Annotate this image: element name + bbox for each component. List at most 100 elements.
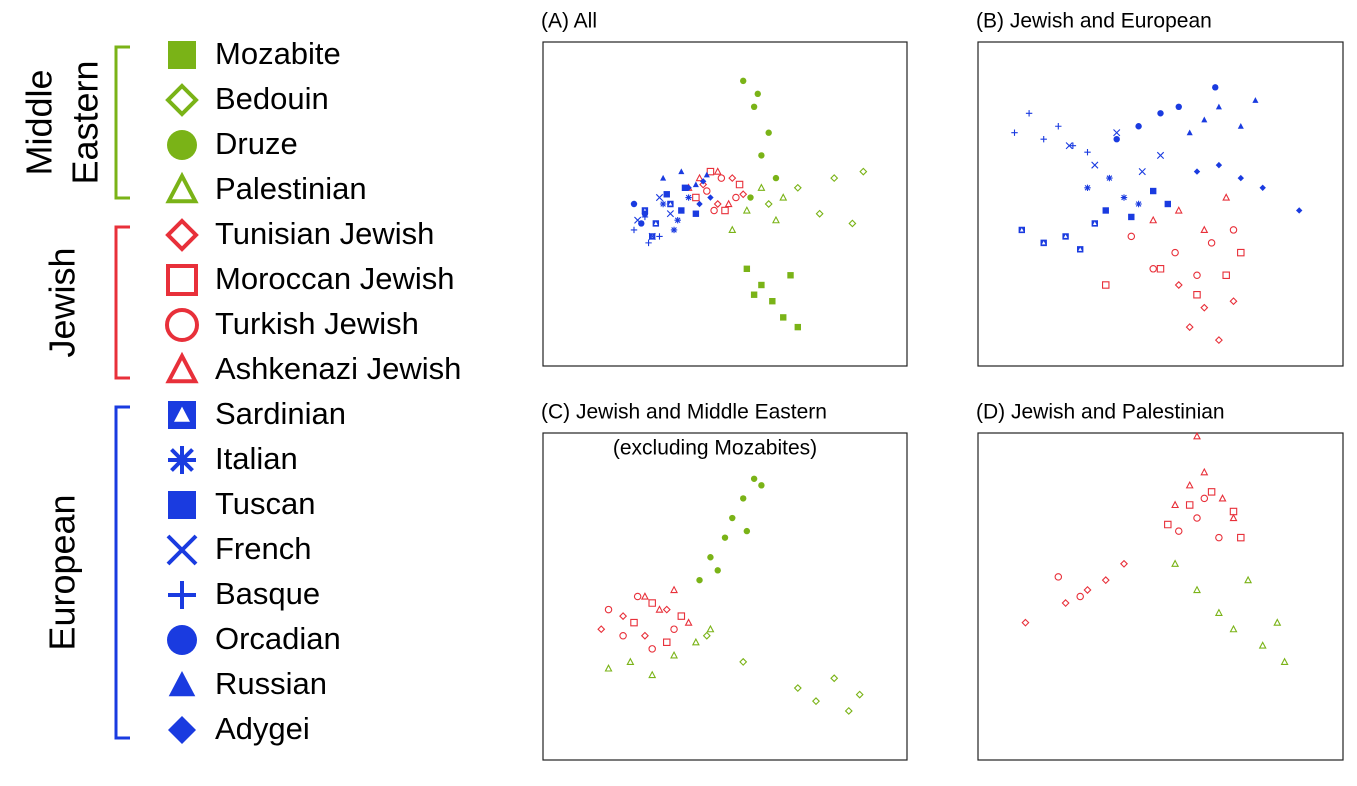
legend-marker: [168, 671, 196, 697]
point: [1101, 576, 1110, 585]
point: [1157, 110, 1164, 117]
point: [655, 193, 664, 202]
point: [1135, 123, 1142, 130]
point: [1091, 161, 1099, 169]
point: [772, 174, 780, 182]
point: [692, 181, 699, 188]
point: [758, 152, 765, 159]
point: [739, 657, 748, 666]
point: [772, 215, 780, 224]
legend-marker: [168, 401, 196, 429]
point: [1113, 129, 1121, 137]
point: [695, 173, 704, 182]
point: [707, 554, 714, 561]
point: [1055, 123, 1062, 130]
point: [1171, 500, 1180, 509]
legend-marker: [166, 534, 198, 566]
point: [1040, 135, 1047, 143]
legend-label: Turkish Jewish: [215, 306, 419, 341]
legend-marker: [165, 83, 199, 117]
legend-marker: [165, 308, 200, 342]
plot-frame: [977, 41, 1344, 367]
point: [1200, 494, 1209, 503]
legend-marker: [167, 625, 197, 655]
point: [713, 167, 722, 175]
legend-marker: [167, 130, 197, 160]
point: [729, 514, 736, 522]
point: [1171, 248, 1179, 257]
point: [652, 220, 660, 227]
point: [663, 191, 670, 198]
point: [1193, 514, 1201, 522]
point: [674, 216, 681, 224]
point: [1201, 116, 1208, 123]
point: [735, 180, 744, 189]
group-bracket: [114, 225, 130, 380]
point: [692, 210, 700, 217]
legend-marker: [168, 446, 196, 474]
point: [626, 657, 635, 666]
point: [633, 592, 642, 601]
point: [707, 194, 714, 201]
point: [640, 592, 649, 600]
point: [1244, 575, 1253, 584]
point: [757, 183, 766, 191]
point: [1237, 174, 1244, 182]
point: [1193, 271, 1201, 279]
point: [739, 190, 748, 199]
point: [1175, 103, 1182, 110]
point: [717, 174, 726, 182]
point: [706, 167, 715, 176]
point: [740, 77, 747, 85]
point: [656, 233, 663, 240]
point: [703, 187, 711, 195]
point: [728, 174, 737, 183]
point: [1084, 148, 1091, 156]
point: [721, 206, 729, 215]
point: [732, 193, 740, 202]
point: [750, 103, 758, 110]
point: [1138, 168, 1146, 176]
point: [750, 291, 758, 298]
point: [670, 625, 678, 633]
point: [663, 638, 671, 647]
point: [844, 706, 853, 715]
legend-label: Tunisian Jewish: [215, 216, 434, 251]
point: [691, 637, 700, 646]
point: [670, 585, 678, 594]
point: [1185, 501, 1194, 509]
point: [1054, 573, 1063, 581]
legend-marker: [165, 351, 199, 384]
group-label: Middle: [19, 69, 60, 175]
point: [1252, 97, 1259, 103]
point: [710, 206, 718, 215]
point: [1076, 592, 1084, 601]
point: [1259, 184, 1266, 191]
point: [685, 194, 692, 201]
point: [648, 232, 656, 240]
point: [765, 129, 772, 136]
legend-label: Tuscan: [215, 486, 316, 521]
point: [696, 200, 703, 208]
point: [645, 239, 652, 247]
point: [769, 298, 776, 305]
point: [830, 674, 839, 683]
point: [1193, 290, 1201, 299]
point: [1102, 281, 1110, 289]
point: [1237, 123, 1244, 129]
panel-title: (A) All: [541, 10, 597, 33]
point: [1237, 533, 1245, 542]
point: [743, 527, 751, 535]
point: [670, 650, 678, 659]
point: [1200, 303, 1209, 312]
point: [812, 697, 820, 706]
point: [1091, 220, 1098, 227]
point: [747, 194, 754, 201]
group-bracket: [114, 405, 130, 740]
plot-frame: [977, 432, 1344, 761]
point: [1214, 336, 1223, 345]
point: [677, 612, 686, 620]
legend-label: Druze: [215, 126, 298, 161]
legend-marker: [168, 491, 196, 519]
